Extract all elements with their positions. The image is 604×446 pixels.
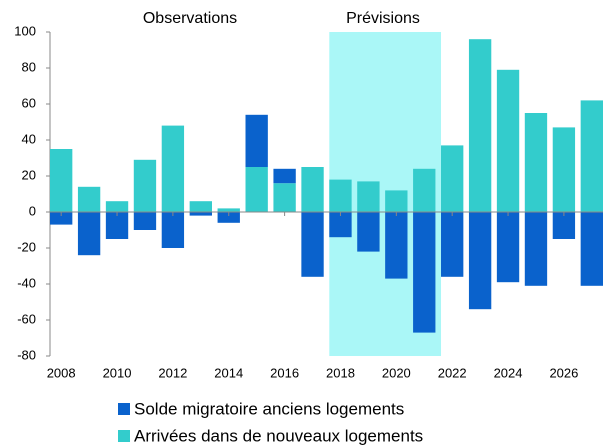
bar [273, 168, 296, 184]
legend: Solde migratoire anciens logements Arrivé… [118, 399, 423, 445]
legend-swatch [118, 430, 130, 442]
y-tick-label: 20 [22, 167, 36, 182]
annotation: Observations [143, 10, 237, 27]
y-tick-label: -60 [17, 311, 36, 326]
bar [441, 212, 464, 277]
bar [50, 212, 73, 225]
bar [580, 100, 603, 212]
bar [217, 212, 240, 223]
bar [385, 190, 408, 212]
y-tick-label: 0 [29, 203, 36, 218]
y-tick-label: -80 [17, 347, 36, 362]
bar [301, 212, 324, 277]
bar [301, 167, 324, 212]
bar [441, 145, 464, 212]
x-tick-label: 2016 [270, 365, 299, 380]
bar [357, 212, 380, 252]
x-tick-label: 2024 [494, 365, 523, 380]
bar [552, 212, 576, 239]
y-tick-label: -40 [17, 275, 36, 290]
bar [552, 127, 576, 212]
annotation: Prévisions [346, 10, 420, 27]
x-tick-label: 2008 [47, 365, 76, 380]
bar [133, 159, 157, 212]
bar [496, 212, 520, 283]
x-tick-label: 2026 [549, 365, 578, 380]
bar [468, 39, 492, 213]
x-tick-label: 2020 [382, 365, 411, 380]
bar [161, 212, 185, 248]
legend-label: Solde migratoire anciens logements [134, 399, 404, 418]
legend-swatch [118, 403, 130, 415]
y-tick-label: 100 [14, 23, 36, 38]
bar [329, 212, 352, 238]
bar [189, 201, 212, 212]
y-tick-label: -20 [17, 239, 36, 254]
x-tick-label: 2012 [158, 365, 187, 380]
bar [273, 183, 296, 212]
bar [77, 186, 101, 212]
legend-label: Arrivées dans de nouveaux logements [134, 426, 423, 445]
bar [161, 125, 185, 212]
bar [580, 212, 603, 286]
x-tick-label: 2018 [326, 365, 355, 380]
bar [496, 69, 520, 212]
bar [357, 181, 380, 212]
x-tick-label: 2010 [103, 365, 132, 380]
bar [524, 212, 548, 286]
bar [105, 212, 129, 239]
bar [385, 212, 408, 279]
bar [245, 114, 268, 167]
bar [413, 212, 436, 333]
bar [329, 179, 352, 212]
bar [413, 168, 436, 212]
bar [189, 212, 212, 216]
x-tick-label: 2022 [438, 365, 467, 380]
y-tick-label: 40 [22, 131, 36, 146]
bar [468, 212, 492, 310]
x-tick-label: 2014 [214, 365, 243, 380]
bar [50, 149, 73, 212]
bar [524, 113, 548, 212]
bar [245, 167, 268, 212]
bar [105, 201, 129, 212]
bar [133, 212, 157, 230]
bar [217, 208, 240, 212]
y-tick-label: 80 [22, 59, 36, 74]
y-tick-label: 60 [22, 95, 36, 110]
bar [77, 212, 101, 256]
